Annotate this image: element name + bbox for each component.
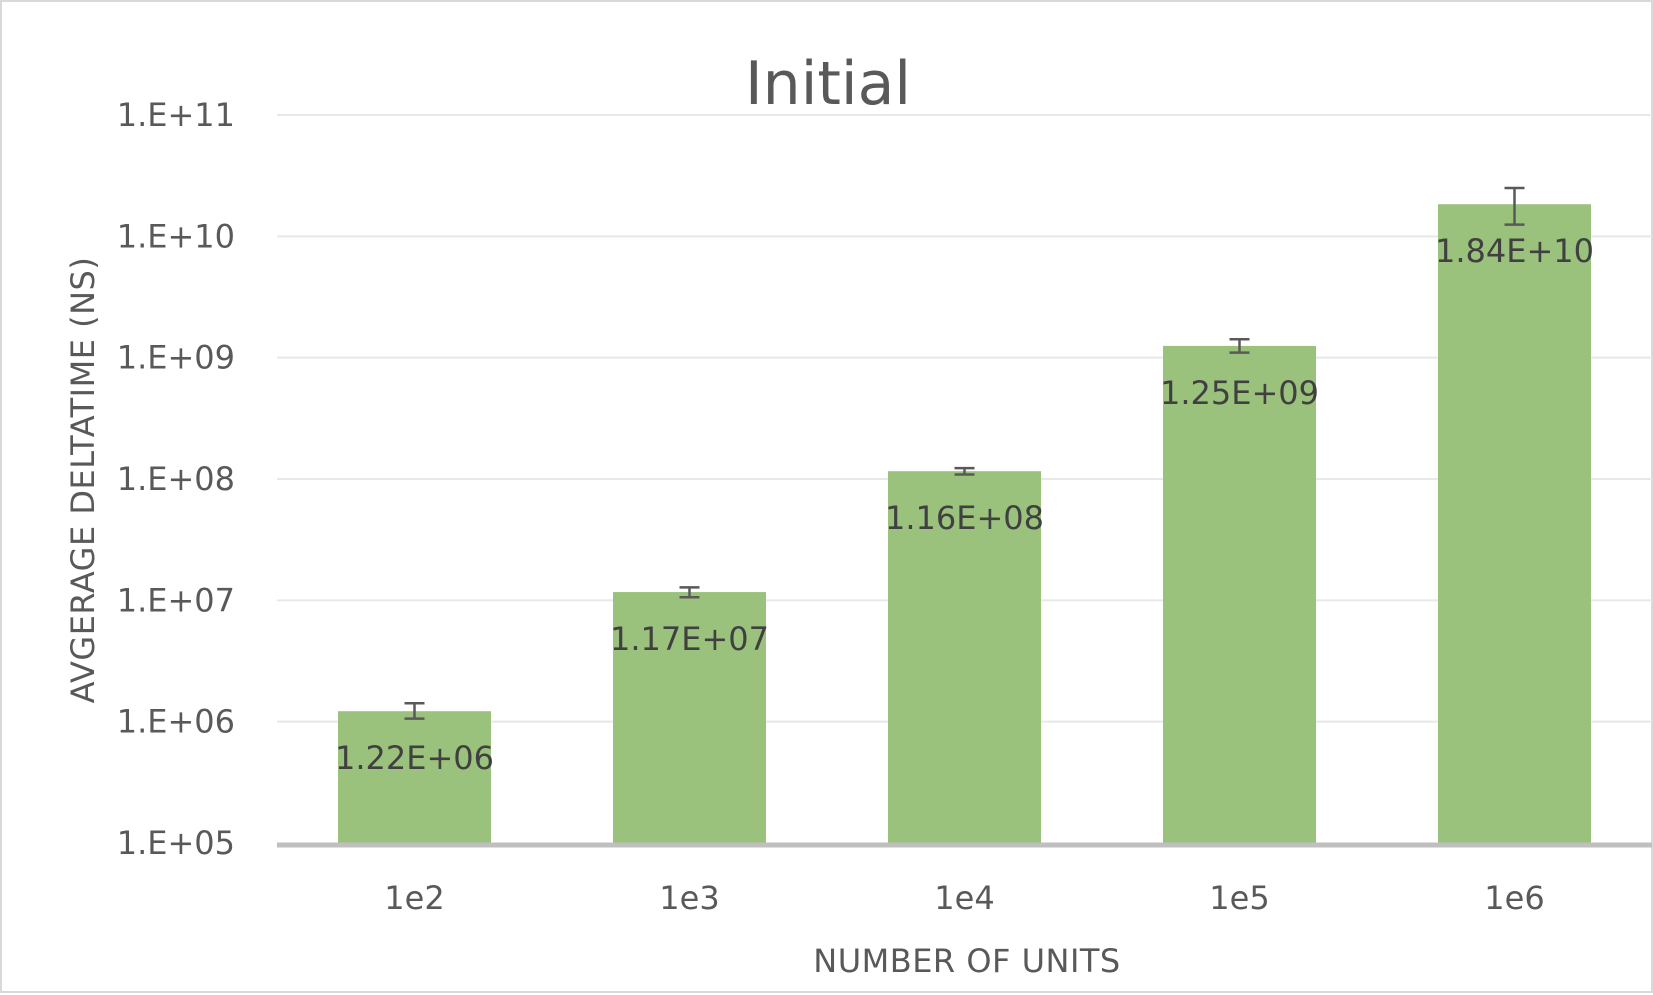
bars	[338, 204, 1591, 844]
data-label: 1.17E+07	[610, 620, 769, 658]
data-labels: 1.22E+06 1.17E+07 1.16E+08 1.25E+09 1.84E+10	[335, 232, 1594, 777]
bar-1e6	[1438, 204, 1591, 844]
x-tick-label: 1e3	[659, 879, 719, 917]
y-tick-label: 1.E+08	[117, 460, 235, 498]
y-tick-label: 1.E+05	[117, 824, 235, 862]
bar-1e3	[613, 592, 766, 843]
error-bar-1e6	[1504, 186, 1525, 226]
data-label: 1.25E+09	[1160, 374, 1319, 412]
x-axis-ticks: 1e2 1e3 1e4 1e5 1e6	[384, 879, 1544, 917]
data-label: 1.16E+08	[885, 499, 1044, 537]
data-label: 1.84E+10	[1435, 232, 1594, 270]
y-tick-label: 1.E+07	[117, 581, 235, 619]
chart-title: Initial	[745, 49, 911, 119]
error-bar-1e4	[954, 466, 975, 476]
x-tick-label: 1e5	[1209, 879, 1269, 917]
bar-1e5	[1163, 345, 1316, 843]
bar-1e4	[888, 471, 1041, 843]
x-tick-label: 1e6	[1484, 879, 1544, 917]
error-bar-1e3	[679, 586, 700, 599]
error-bar-1e5	[1229, 337, 1250, 354]
error-bar-1e2	[404, 701, 425, 720]
x-tick-label: 1e4	[934, 879, 994, 917]
bar-1e2	[338, 711, 491, 843]
error-bars	[404, 186, 1525, 720]
x-axis-title: NUMBER OF UNITS	[813, 942, 1120, 980]
y-tick-label: 1.E+09	[117, 339, 235, 377]
y-axis-title: AVGERAGE DELTATIME (NS)	[64, 257, 102, 704]
y-axis-ticks: 1.E+05 1.E+06 1.E+07 1.E+08 1.E+09 1.E+10 1.E+…	[117, 96, 235, 862]
y-tick-label: 1.E+06	[117, 703, 235, 741]
y-tick-label: 1.E+11	[117, 96, 235, 134]
data-label: 1.22E+06	[335, 739, 494, 777]
x-tick-label: 1e2	[384, 879, 444, 917]
y-tick-label: 1.E+10	[117, 217, 235, 255]
